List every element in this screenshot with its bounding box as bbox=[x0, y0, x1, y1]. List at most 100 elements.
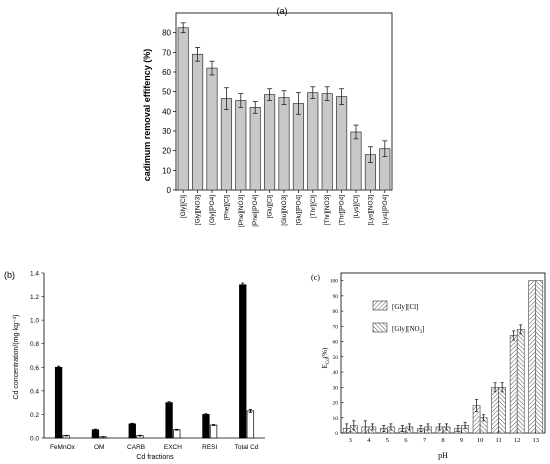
panel-c-xlabel: pH bbox=[438, 451, 448, 460]
bar-series-1 bbox=[165, 402, 173, 439]
x-tick-label: [Phe][PO4] bbox=[252, 195, 259, 227]
y-tick-label: 50 bbox=[162, 88, 171, 97]
bar-series-1 bbox=[91, 429, 100, 439]
x-tick-label: [Lys][PO4] bbox=[382, 195, 389, 225]
y-tick-label: 80 bbox=[333, 309, 339, 315]
bar bbox=[350, 131, 362, 191]
x-tick-label: 10 bbox=[477, 437, 484, 444]
y-tick-label: 0 bbox=[335, 431, 338, 437]
y-tick-label: 50 bbox=[333, 355, 339, 361]
legend-label-gly-cl: [Gly][Cl] bbox=[392, 303, 418, 311]
panel-b-x-ticks: FeMnOx OM CARB EXCH RESI Total Cd bbox=[50, 444, 259, 451]
y-tick-label: 1.0 bbox=[30, 318, 39, 325]
bar-gly-no3 bbox=[516, 329, 525, 434]
y-tick-label: 40 bbox=[333, 370, 339, 376]
x-tick-label: [Glu][NO3] bbox=[281, 195, 288, 226]
x-tick-label: [Thr][PO4] bbox=[339, 195, 346, 225]
x-tick-label: [Phe][NO3] bbox=[238, 195, 245, 227]
bar bbox=[307, 92, 319, 191]
bar-series-1 bbox=[202, 414, 210, 439]
panel-a-x-ticks: [Gly][Cl] [Gly][NO3] [Gly][PO4] [Phe][Cl] [P… bbox=[180, 190, 389, 227]
x-tick-label: CARB bbox=[127, 444, 145, 451]
bar bbox=[264, 94, 276, 191]
panel-c-ylabel: ECd(%) bbox=[321, 347, 331, 368]
x-tick-label: [Gly][Cl] bbox=[180, 195, 187, 218]
bar-gly-no3 bbox=[535, 280, 544, 434]
legend-swatch-gly-cl bbox=[372, 300, 388, 311]
panel-b-axis-lines bbox=[43, 273, 265, 439]
legend-label-gly-no3: [Gly][NO3] bbox=[392, 325, 424, 335]
y-tick-label: 0 bbox=[167, 186, 172, 195]
bar bbox=[177, 27, 189, 191]
y-tick-label: 90 bbox=[333, 294, 339, 300]
x-tick-label: [Glu][PO4] bbox=[295, 195, 302, 226]
panel-b-y-ticks: 0.0 0.2 0.4 0.6 0.8 1.0 1.2 1.4 bbox=[30, 271, 44, 443]
x-tick-label: 12 bbox=[514, 437, 521, 444]
bar bbox=[235, 100, 247, 191]
bar bbox=[278, 97, 290, 191]
x-tick-label: RESI bbox=[202, 444, 217, 451]
panel-c: (c) ECd(%) pH 0 10 20 30 40 50 60 70 80 90 100 3 4 5… bbox=[311, 272, 546, 460]
panel-c-legend: [Gly][Cl] [Gly][NO3] bbox=[372, 300, 424, 335]
x-tick-label: Total Cd bbox=[235, 444, 259, 451]
x-tick-label: 5 bbox=[386, 437, 389, 444]
panel-c-ylabel-main: E bbox=[321, 364, 329, 368]
y-tick-label: 0.4 bbox=[30, 388, 39, 395]
y-tick-label: 80 bbox=[162, 29, 171, 38]
panel-c-label: (c) bbox=[311, 273, 320, 282]
x-tick-label: 7 bbox=[423, 437, 427, 444]
x-tick-label: 6 bbox=[404, 437, 408, 444]
x-tick-label: [Gly][NO3] bbox=[195, 195, 202, 226]
x-tick-label: [Thr][Cl] bbox=[310, 195, 317, 218]
panel-c-x-ticks: 3 4 5 6 7 8 9 10 11 12 13 bbox=[349, 430, 539, 444]
panel-c-ylabel-suffix: (%) bbox=[321, 347, 329, 358]
legend-swatch-gly-no3 bbox=[372, 322, 388, 333]
panel-c-bars bbox=[342, 280, 544, 434]
x-tick-label: 4 bbox=[367, 437, 371, 444]
y-tick-label: 20 bbox=[333, 401, 339, 407]
y-tick-label: 60 bbox=[333, 340, 339, 346]
x-tick-label: [Phe][Cl] bbox=[223, 195, 230, 220]
x-tick-label: [Lys][NO3] bbox=[367, 195, 374, 226]
x-tick-label: [Glu][Cl] bbox=[267, 195, 274, 219]
y-tick-label: 0.0 bbox=[30, 436, 39, 443]
y-tick-label: 0.6 bbox=[30, 365, 39, 372]
bar bbox=[220, 98, 232, 191]
y-tick-label: 1.2 bbox=[30, 294, 39, 301]
bar-gly-no3 bbox=[498, 386, 506, 434]
y-tick-label: 70 bbox=[162, 48, 171, 57]
bar bbox=[249, 107, 261, 191]
x-tick-label: EXCH bbox=[164, 444, 182, 451]
panel-a-y-ticks: 0 10 20 30 40 50 60 70 80 bbox=[162, 29, 176, 195]
bar bbox=[192, 53, 204, 191]
bar-series-2 bbox=[209, 424, 218, 439]
y-tick-label: 60 bbox=[162, 68, 171, 77]
y-tick-label: 30 bbox=[162, 127, 171, 136]
panel-b: (b) Cd concentration/(mg·kg⁻¹) Cd fracti… bbox=[4, 270, 265, 461]
panel-c-y-ticks: 0 10 20 30 40 50 60 70 80 90 100 bbox=[330, 279, 344, 437]
x-tick-label: OM bbox=[94, 444, 104, 451]
bar bbox=[206, 67, 218, 191]
panel-b-xlabel: Cd fractions bbox=[136, 454, 174, 461]
bar-series-1 bbox=[54, 366, 63, 439]
panel-a-ylabel: cadimum removal effifency (%) bbox=[142, 49, 152, 182]
y-tick-label: 30 bbox=[333, 385, 339, 391]
y-tick-label: 10 bbox=[333, 416, 339, 422]
bar bbox=[292, 103, 304, 191]
x-tick-label: 9 bbox=[460, 437, 463, 444]
panel-b-label: (b) bbox=[4, 270, 15, 280]
y-tick-label: 70 bbox=[333, 324, 339, 330]
y-tick-label: 0.8 bbox=[30, 341, 39, 348]
y-tick-label: 10 bbox=[162, 166, 171, 175]
y-tick-label: 40 bbox=[162, 107, 171, 116]
bar-series-1 bbox=[128, 423, 136, 439]
x-tick-label: 11 bbox=[496, 437, 502, 444]
y-tick-label: 20 bbox=[162, 147, 171, 156]
bar bbox=[321, 93, 333, 191]
x-tick-label: [Thr][NO3] bbox=[324, 195, 331, 226]
bar-series-2 bbox=[246, 410, 255, 439]
x-tick-label: [Gly][PO4] bbox=[209, 195, 216, 225]
panel-a-bars bbox=[177, 22, 391, 191]
x-tick-label: FeMnOx bbox=[50, 444, 76, 451]
